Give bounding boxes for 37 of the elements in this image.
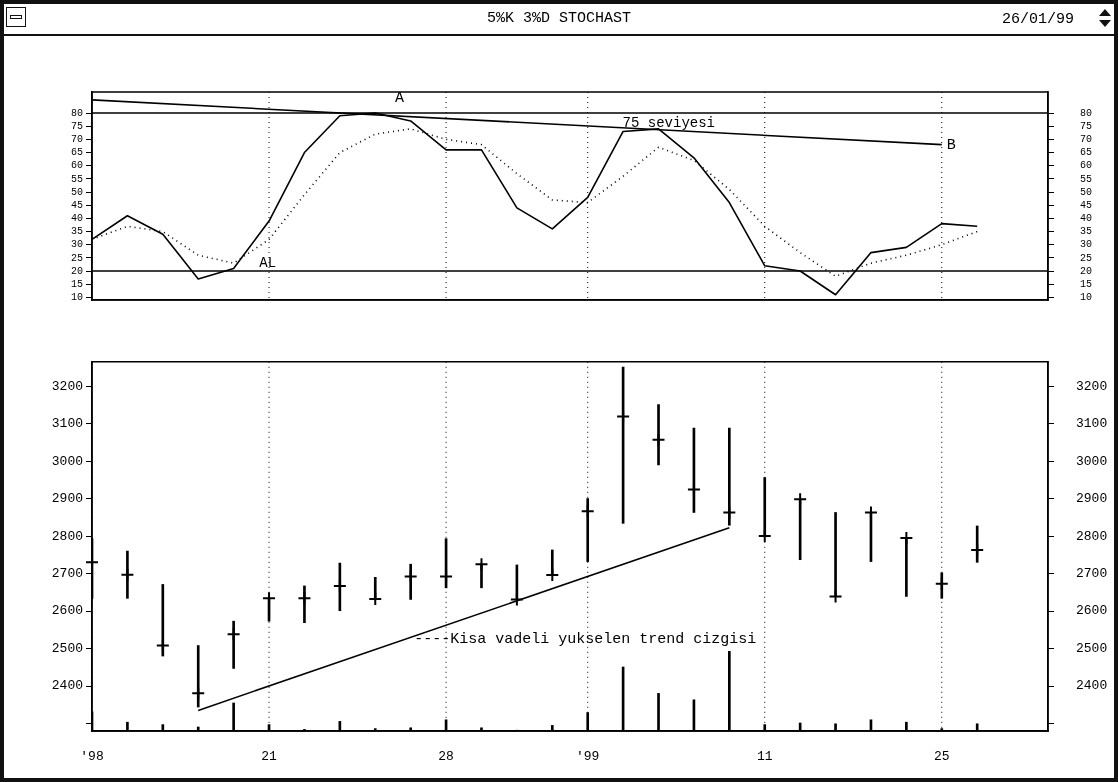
x-tick-label: 11 — [756, 749, 773, 765]
chart-title: 5%K 3%D STOCHAST — [486, 10, 632, 27]
y-tick-label: 20 — [1080, 265, 1093, 277]
y-tick-label: 3100 — [51, 416, 83, 432]
y-tick-label: 55 — [1080, 173, 1093, 185]
y-tick-label: 3200 — [51, 378, 83, 394]
y-tick-label: 70 — [1080, 134, 1093, 146]
y-tick-label: 2400 — [51, 678, 83, 694]
y-tick-label: 65 — [1080, 147, 1093, 159]
y-tick-label: 2800 — [51, 528, 83, 544]
ref-line-label: AL — [259, 254, 277, 271]
annotation: B — [946, 137, 956, 155]
x-tick-label: 25 — [933, 749, 950, 765]
y-tick-label: 2700 — [51, 566, 83, 582]
y-tick-label: 35 — [1080, 226, 1093, 238]
x-tick-label: 28 — [438, 749, 454, 765]
y-tick-label: 2600 — [51, 603, 83, 619]
y-tick-label: 30 — [1080, 239, 1093, 251]
x-tick-label: '98 — [80, 749, 104, 765]
y-tick-label: 3000 — [51, 453, 83, 469]
y-tick-label: 15 — [1080, 278, 1093, 290]
y-tick-label: 80 — [1080, 107, 1093, 119]
y-tick-label: 2900 — [51, 491, 83, 507]
y-tick-label: 45 — [1080, 199, 1093, 211]
y-tick-label: 75 — [1080, 120, 1093, 132]
x-tick-label: 21 — [261, 749, 278, 765]
y-tick-label: 60 — [1080, 160, 1093, 172]
y-tick-label: 2500 — [51, 640, 83, 656]
y-tick-label: 40 — [1080, 213, 1093, 225]
chart-subtitle: 26/01/99 — [1001, 11, 1074, 28]
y-tick-label: 50 — [1080, 186, 1093, 198]
y-tick-label: 10 — [1080, 292, 1093, 304]
ref-line-label: 75 seviyesi — [622, 114, 715, 131]
x-tick-label: '99 — [576, 749, 600, 765]
annotation: A — [395, 90, 405, 108]
y-tick-label: 25 — [1080, 252, 1093, 264]
annotation: ----Kisa vadeli yukselen trend cizgisi — [414, 630, 757, 648]
